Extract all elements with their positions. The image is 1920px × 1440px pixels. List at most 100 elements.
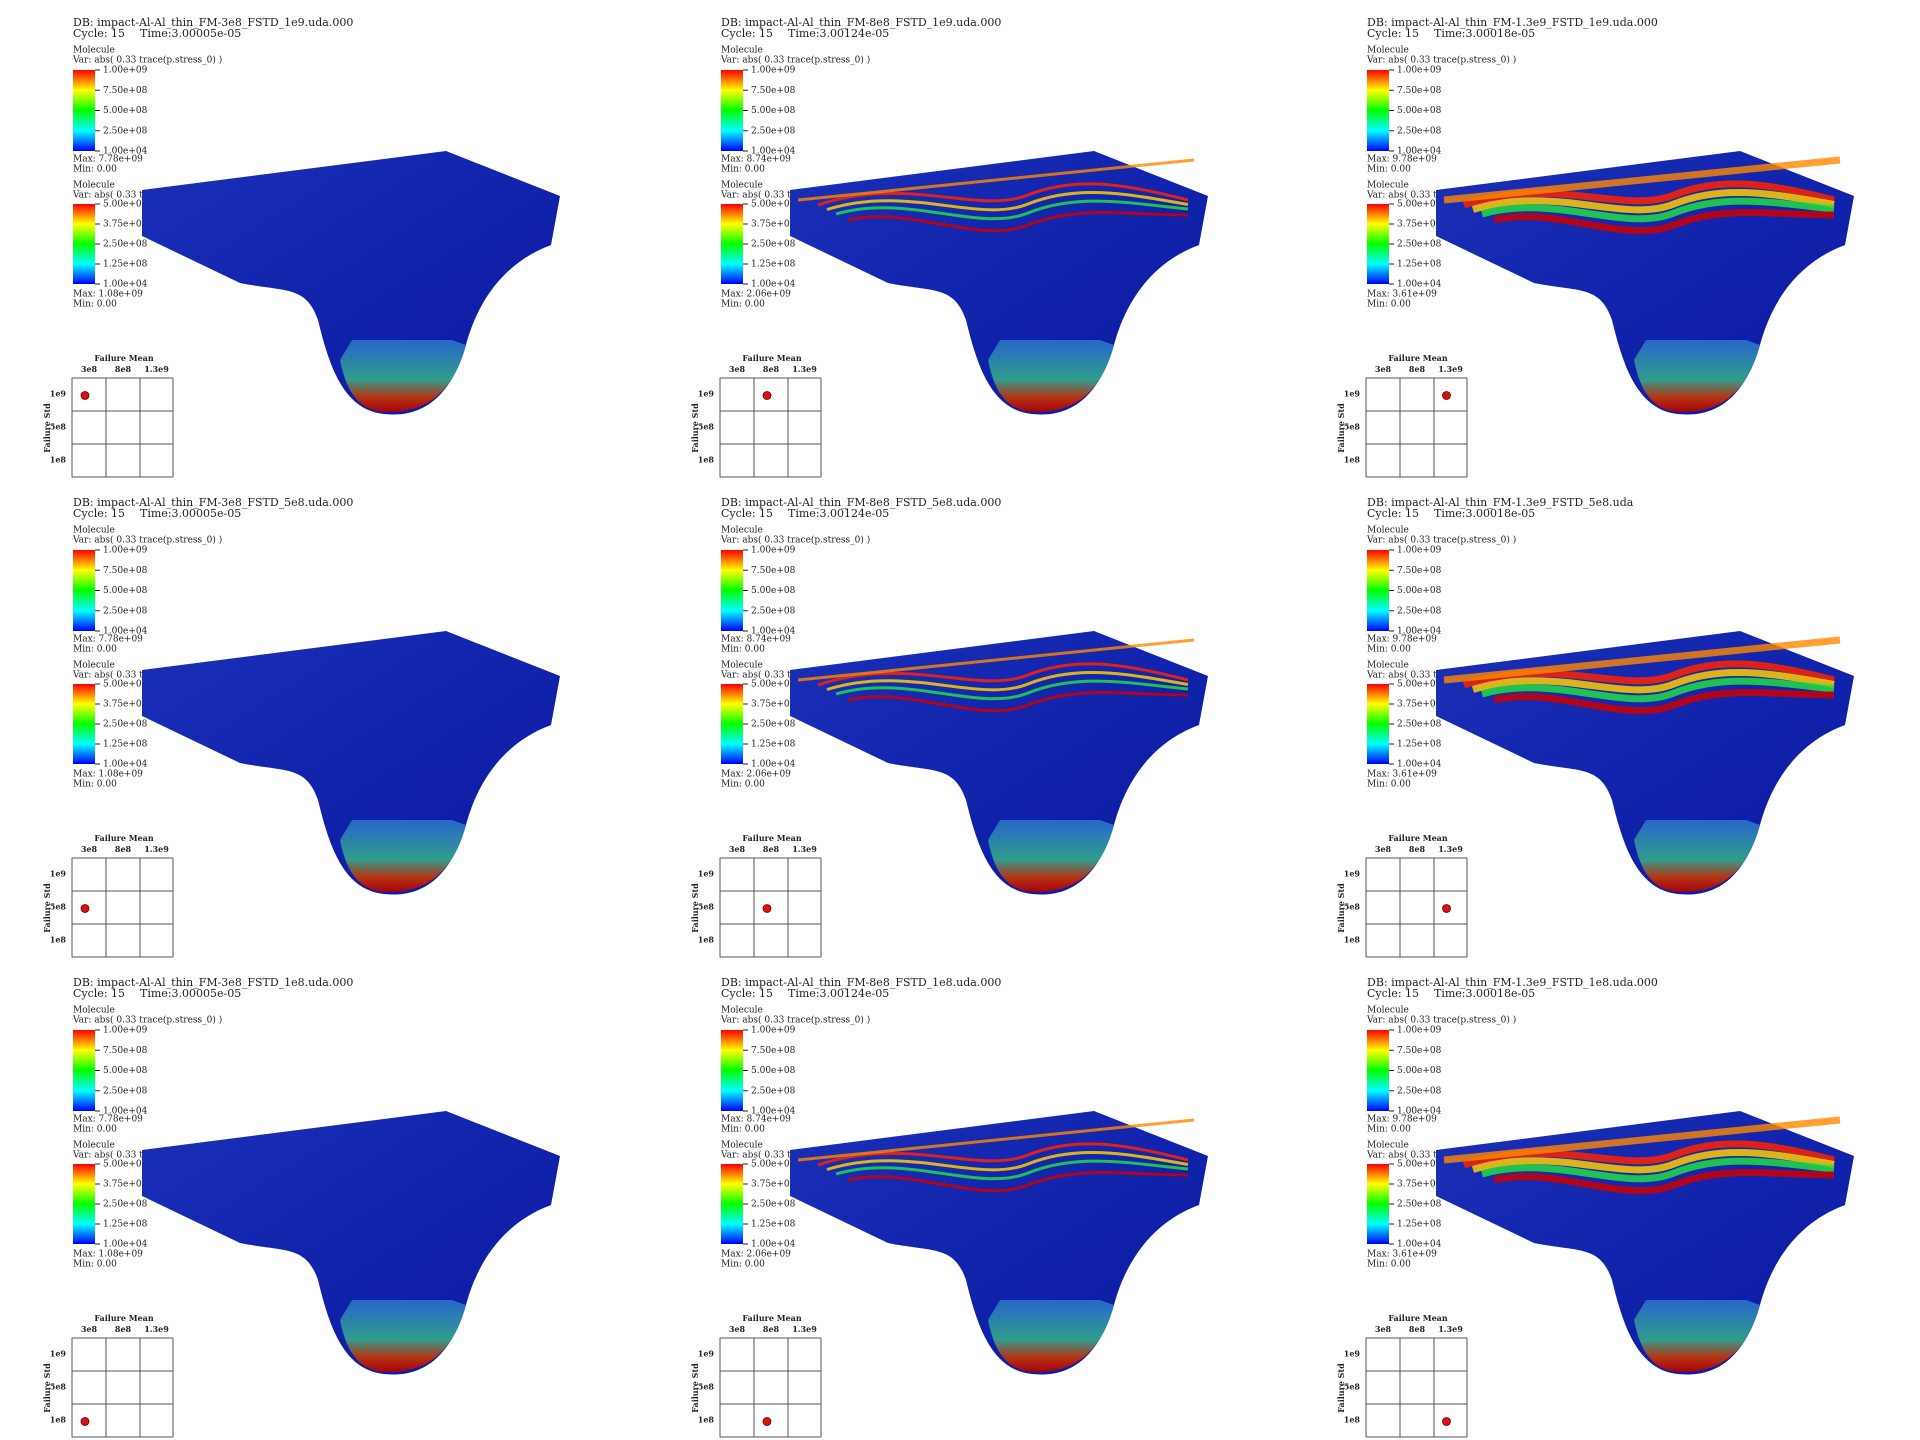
cycle: Cycle: 15 xyxy=(721,27,773,40)
panel: DB: impact-Al-Al_thin_FM-3e8_FSTD_1e9.ud… xyxy=(42,16,560,478)
colorbar-label: 5.00e+08 xyxy=(751,200,796,210)
selector-x-label: 3e8 xyxy=(1375,364,1392,374)
time: Time:3.00005e-05 xyxy=(140,987,241,1000)
selector-y-label: 1e8 xyxy=(50,455,67,465)
colorbar-label: 1.25e+08 xyxy=(751,1220,796,1230)
legend-var: Var: abs( 0.33 tra xyxy=(72,1150,153,1161)
max: Max: 8.74e+09 xyxy=(721,1115,791,1125)
panel: DB: impact-Al-Al_thin_FM-8e8_FSTD_1e9.ud… xyxy=(690,16,1208,478)
selector-y-label: 1e8 xyxy=(50,1415,67,1425)
colorbar-label: 1.00e+04 xyxy=(1397,1107,1442,1117)
selector-x-label: 3e8 xyxy=(1375,1324,1392,1334)
legend-title: Molecule xyxy=(721,1141,763,1151)
colorbar-label: 1.00e+04 xyxy=(103,627,148,637)
stress-band xyxy=(817,662,1189,687)
max: Max: 2.06e+09 xyxy=(721,770,791,780)
selector-title: Failure Mean xyxy=(742,1313,802,1323)
panel: DB: impact-Al-Al_thin_FM-3e8_FSTD_5e8.ud… xyxy=(42,496,560,958)
legend-var: Var: abs( 0.33 trace(p.stress_0) ) xyxy=(720,55,870,66)
colorbar-label: 5.00e+08 xyxy=(1397,106,1442,116)
colorbar-label: 2.50e+08 xyxy=(103,1086,148,1096)
colorbar-label: 3.75e+08 xyxy=(751,700,796,710)
colorbar-label: 5.00e+08 xyxy=(103,1066,148,1076)
colorbar-label: 2.50e+08 xyxy=(1397,1200,1442,1210)
render-cup xyxy=(1634,1300,1760,1373)
selector-x-label: 8e8 xyxy=(115,844,132,854)
max: Max: 9.78e+09 xyxy=(1367,635,1437,645)
stress-band xyxy=(1471,1149,1835,1174)
selector-x-label: 3e8 xyxy=(729,844,746,854)
selector-y-label: 1e9 xyxy=(50,869,67,879)
colorbar-label: 5.00e+08 xyxy=(751,586,796,596)
colorbar-label: 1.00e+04 xyxy=(751,760,796,770)
selector-x-label: 1.3e9 xyxy=(1438,1324,1463,1334)
colorbar-label: 1.25e+08 xyxy=(1397,260,1442,270)
selector-title: Failure Mean xyxy=(742,833,802,843)
colorbar-label: 1.00e+04 xyxy=(103,280,148,290)
selector-x-label: 1.3e9 xyxy=(144,844,169,854)
colorbar-label: 2.50e+08 xyxy=(103,126,148,136)
colorbar-label: 5.00e+08 xyxy=(1397,680,1442,690)
legend-title: Molecule xyxy=(73,181,115,191)
max: Max: 3.61e+09 xyxy=(1367,290,1437,300)
cycle: Cycle: 15 xyxy=(1367,507,1419,520)
selector-title: Failure Mean xyxy=(742,353,802,363)
stress-band xyxy=(1443,636,1841,684)
colorbar xyxy=(73,684,95,764)
stress-band xyxy=(797,1118,1195,1162)
colorbar-label: 3.75e+08 xyxy=(103,220,148,230)
min: Min: 0.00 xyxy=(1367,1125,1411,1135)
colorbar-label: 5.00e+08 xyxy=(751,1066,796,1076)
stress-band xyxy=(826,671,1189,692)
selector-y-label: 1e9 xyxy=(50,1349,67,1359)
colorbar-label: 7.50e+08 xyxy=(751,566,796,576)
min: Min: 0.00 xyxy=(721,1125,765,1135)
legend-var: Var: abs( 0.33 tra xyxy=(1366,670,1447,681)
legend-title: Molecule xyxy=(1367,1141,1409,1151)
selector-y-label: 1e9 xyxy=(50,389,67,399)
colorbar-label: 5.00e+08 xyxy=(1397,1066,1442,1076)
colorbar-label: 1.00e+04 xyxy=(751,1107,796,1117)
colorbar-label: 1.00e+04 xyxy=(1397,760,1442,770)
max: Max: 2.06e+09 xyxy=(721,290,791,300)
stress-band xyxy=(817,182,1189,207)
colorbar-label: 1.00e+04 xyxy=(1397,147,1442,157)
render-cup xyxy=(340,340,466,413)
max: Max: 8.74e+09 xyxy=(721,635,791,645)
max: Max: 1.08e+09 xyxy=(73,290,143,300)
db-path: DB: impact-Al-Al_thin_FM-3e8_FSTD_1e8.ud… xyxy=(73,976,353,989)
legend-var: Var: abs( 0.33 trace(p.stress_0) ) xyxy=(72,55,222,66)
db-path: DB: impact-Al-Al_thin_FM-8e8_FSTD_1e9.ud… xyxy=(721,16,1001,29)
selector-title: Failure Mean xyxy=(1388,833,1448,843)
colorbar-label: 7.50e+08 xyxy=(103,1046,148,1056)
colorbar-label: 5.00e+08 xyxy=(1397,586,1442,596)
selector-dot xyxy=(1442,1417,1451,1426)
colorbar xyxy=(73,1164,95,1244)
colorbar-label: 5.00e+08 xyxy=(103,586,148,596)
colorbar-label: 2.50e+08 xyxy=(1397,240,1442,250)
cycle: Cycle: 15 xyxy=(1367,27,1419,40)
colorbar-label: 1.00e+04 xyxy=(1397,1240,1442,1250)
selector-y-label: 1e9 xyxy=(698,869,715,879)
colorbar-label: 1.00e+09 xyxy=(1397,66,1442,76)
colorbar-label: 1.25e+08 xyxy=(103,740,148,750)
selector-y-label: 1e9 xyxy=(698,389,715,399)
colorbar-label: 7.50e+08 xyxy=(751,86,796,96)
colorbar-label: 2.50e+08 xyxy=(751,720,796,730)
stress-band xyxy=(1443,1116,1841,1164)
colorbar xyxy=(73,550,95,631)
min: Min: 0.00 xyxy=(721,1260,765,1270)
cycle: Cycle: 15 xyxy=(721,987,773,1000)
selector-y-label: 5e8 xyxy=(698,902,715,912)
max: Max: 9.78e+09 xyxy=(1367,1115,1437,1125)
colorbar-label: 5.00e+08 xyxy=(103,106,148,116)
min: Min: 0.00 xyxy=(73,1260,117,1270)
colorbar-label: 5.00e+08 xyxy=(103,680,148,690)
render-cup xyxy=(988,340,1114,413)
colorbar-label: 3.75e+08 xyxy=(103,700,148,710)
time: Time:3.00018e-05 xyxy=(1434,987,1535,1000)
colorbar-label: 1.00e+04 xyxy=(103,147,148,157)
stress-band xyxy=(835,199,1189,221)
colorbar-label: 1.00e+09 xyxy=(1397,546,1442,556)
